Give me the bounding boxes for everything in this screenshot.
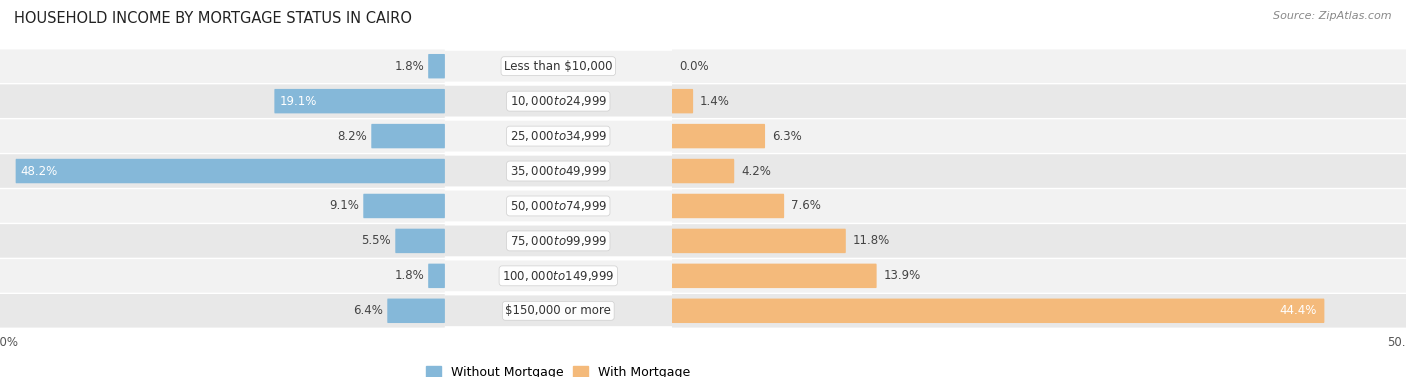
FancyBboxPatch shape	[672, 89, 693, 113]
Text: 4.2%: 4.2%	[741, 164, 770, 178]
FancyBboxPatch shape	[0, 119, 444, 153]
FancyBboxPatch shape	[672, 84, 1406, 118]
Text: $75,000 to $99,999: $75,000 to $99,999	[509, 234, 607, 248]
FancyBboxPatch shape	[672, 194, 785, 218]
Text: Less than $10,000: Less than $10,000	[503, 60, 613, 73]
Text: 48.2%: 48.2%	[21, 164, 58, 178]
Text: 1.4%: 1.4%	[700, 95, 730, 108]
FancyBboxPatch shape	[672, 264, 876, 288]
Text: $25,000 to $34,999: $25,000 to $34,999	[509, 129, 607, 143]
FancyBboxPatch shape	[395, 229, 444, 253]
FancyBboxPatch shape	[444, 51, 672, 81]
Text: 19.1%: 19.1%	[280, 95, 316, 108]
Text: 11.8%: 11.8%	[852, 234, 890, 247]
FancyBboxPatch shape	[672, 294, 1406, 328]
FancyBboxPatch shape	[444, 261, 672, 291]
Text: $100,000 to $149,999: $100,000 to $149,999	[502, 269, 614, 283]
Text: 9.1%: 9.1%	[329, 199, 359, 213]
Text: HOUSEHOLD INCOME BY MORTGAGE STATUS IN CAIRO: HOUSEHOLD INCOME BY MORTGAGE STATUS IN C…	[14, 11, 412, 26]
FancyBboxPatch shape	[672, 159, 734, 183]
FancyBboxPatch shape	[0, 84, 444, 118]
FancyBboxPatch shape	[672, 224, 1406, 258]
FancyBboxPatch shape	[672, 124, 765, 148]
Text: $10,000 to $24,999: $10,000 to $24,999	[509, 94, 607, 108]
FancyBboxPatch shape	[15, 159, 444, 183]
FancyBboxPatch shape	[672, 229, 846, 253]
FancyBboxPatch shape	[429, 54, 444, 78]
FancyBboxPatch shape	[0, 189, 444, 223]
FancyBboxPatch shape	[429, 264, 444, 288]
Text: Source: ZipAtlas.com: Source: ZipAtlas.com	[1274, 11, 1392, 21]
FancyBboxPatch shape	[672, 299, 1324, 323]
FancyBboxPatch shape	[274, 89, 444, 113]
Text: 0.0%: 0.0%	[679, 60, 709, 73]
FancyBboxPatch shape	[672, 259, 1406, 293]
FancyBboxPatch shape	[672, 119, 1406, 153]
FancyBboxPatch shape	[0, 294, 444, 328]
FancyBboxPatch shape	[444, 191, 672, 221]
FancyBboxPatch shape	[672, 189, 1406, 223]
FancyBboxPatch shape	[444, 121, 672, 152]
FancyBboxPatch shape	[0, 154, 444, 188]
Text: 44.4%: 44.4%	[1279, 304, 1316, 317]
Text: 5.5%: 5.5%	[361, 234, 391, 247]
FancyBboxPatch shape	[363, 194, 444, 218]
Text: 6.4%: 6.4%	[353, 304, 384, 317]
FancyBboxPatch shape	[444, 86, 672, 116]
Text: 8.2%: 8.2%	[337, 130, 367, 143]
FancyBboxPatch shape	[444, 225, 672, 256]
FancyBboxPatch shape	[387, 299, 444, 323]
Text: 6.3%: 6.3%	[772, 130, 801, 143]
FancyBboxPatch shape	[371, 124, 444, 148]
Text: 1.8%: 1.8%	[394, 60, 425, 73]
FancyBboxPatch shape	[672, 49, 1406, 83]
Text: 7.6%: 7.6%	[792, 199, 821, 213]
FancyBboxPatch shape	[672, 154, 1406, 188]
FancyBboxPatch shape	[444, 296, 672, 326]
FancyBboxPatch shape	[0, 49, 444, 83]
Text: 1.8%: 1.8%	[394, 269, 425, 282]
FancyBboxPatch shape	[0, 259, 444, 293]
FancyBboxPatch shape	[444, 156, 672, 186]
Text: $50,000 to $74,999: $50,000 to $74,999	[509, 199, 607, 213]
Text: 13.9%: 13.9%	[883, 269, 921, 282]
Text: $35,000 to $49,999: $35,000 to $49,999	[509, 164, 607, 178]
Text: $150,000 or more: $150,000 or more	[505, 304, 612, 317]
FancyBboxPatch shape	[0, 224, 444, 258]
Legend: Without Mortgage, With Mortgage: Without Mortgage, With Mortgage	[420, 361, 696, 377]
